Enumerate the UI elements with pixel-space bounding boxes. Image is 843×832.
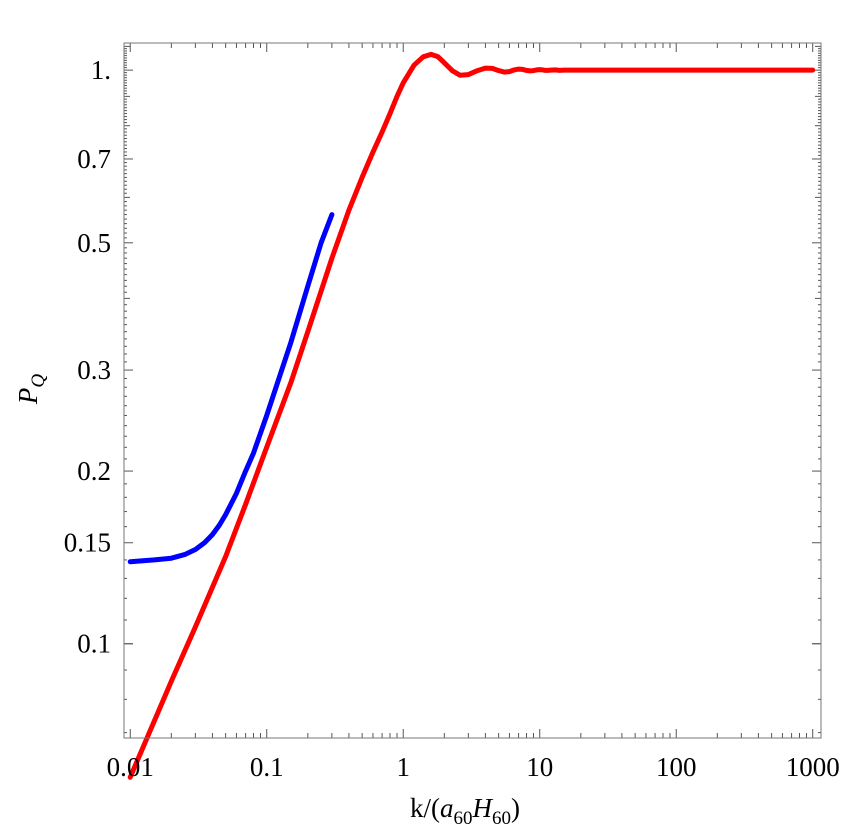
y-tick-label: 1. xyxy=(91,55,111,85)
y-tick-label: 0.3 xyxy=(77,355,111,385)
x-axis-label-h-sub: 60 xyxy=(492,808,511,829)
y-tick-labels: 0.1 0.15 0.2 0.3 0.5 0.7 1. xyxy=(64,55,111,659)
series-line-red xyxy=(127,51,816,780)
x-axis-label-a-sub: 60 xyxy=(454,808,473,829)
x-tick-label: 1 xyxy=(396,752,410,782)
x-tick-label: 0.01 xyxy=(107,752,154,782)
y-tick-label: 0.1 xyxy=(77,629,111,659)
y-axis-label: PQ xyxy=(13,374,49,406)
x-axis-label: k/(a60H60) xyxy=(410,793,520,829)
y-tick-label: 0.15 xyxy=(64,528,111,558)
x-tick-label: 100 xyxy=(656,752,697,782)
plot-frame xyxy=(123,42,822,739)
y-axis-label-main: P xyxy=(13,388,43,406)
x-tick-labels: 0.01 0.1 1 10 100 1000 xyxy=(107,752,840,782)
y-tick-label: 0.2 xyxy=(77,456,111,486)
y-axis-label-sub: Q xyxy=(28,374,49,388)
x-axis-label-a: a xyxy=(440,793,454,823)
y-tick-label: 0.5 xyxy=(77,228,111,258)
x-tick-label: 10 xyxy=(526,752,553,782)
series-layer xyxy=(127,51,816,780)
x-axis-label-suffix: ) xyxy=(511,793,520,823)
series-line-blue xyxy=(127,212,335,565)
y-tick-label: 0.7 xyxy=(77,144,111,174)
x-tick-label: 1000 xyxy=(786,752,840,782)
x-axis-label-prefix: k/( xyxy=(410,793,440,823)
x-axis-label-h: H xyxy=(472,793,494,823)
x-tick-label: 0.1 xyxy=(250,752,284,782)
